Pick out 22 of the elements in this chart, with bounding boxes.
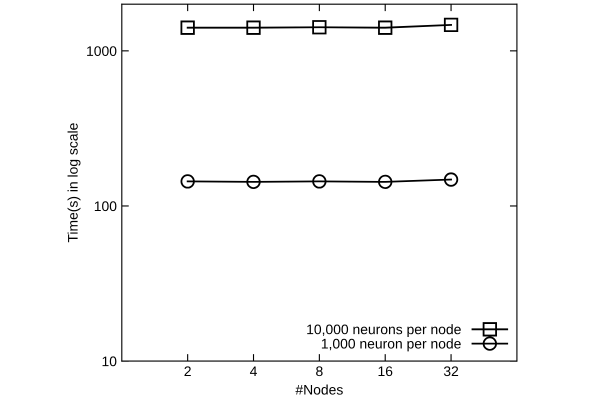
x-tick-label: 16 bbox=[378, 366, 392, 376]
point bbox=[312, 20, 327, 34]
point bbox=[180, 20, 195, 35]
x-tick-label: 4 bbox=[250, 366, 257, 376]
point bbox=[378, 20, 392, 35]
point bbox=[180, 174, 195, 189]
y-tick-label: 10 bbox=[102, 356, 116, 366]
point bbox=[246, 174, 261, 190]
legend-label: 1,000 neuron per node bbox=[322, 338, 461, 352]
point bbox=[246, 20, 261, 35]
x-tick-label: 2 bbox=[184, 366, 191, 376]
point bbox=[444, 18, 458, 32]
y-tick-label: 1000 bbox=[87, 46, 116, 56]
y-tick-label: 100 bbox=[94, 201, 116, 212]
x-tick-label: 8 bbox=[316, 366, 323, 376]
x-tick-label: 32 bbox=[444, 366, 458, 376]
legend-label: 10,000 neurons per node bbox=[307, 324, 461, 338]
point bbox=[378, 174, 392, 190]
point bbox=[312, 174, 327, 189]
y-axis-title: Time(s) in log scale bbox=[68, 123, 80, 242]
point bbox=[444, 172, 458, 187]
x-axis-title: #Nodes bbox=[295, 384, 343, 395]
